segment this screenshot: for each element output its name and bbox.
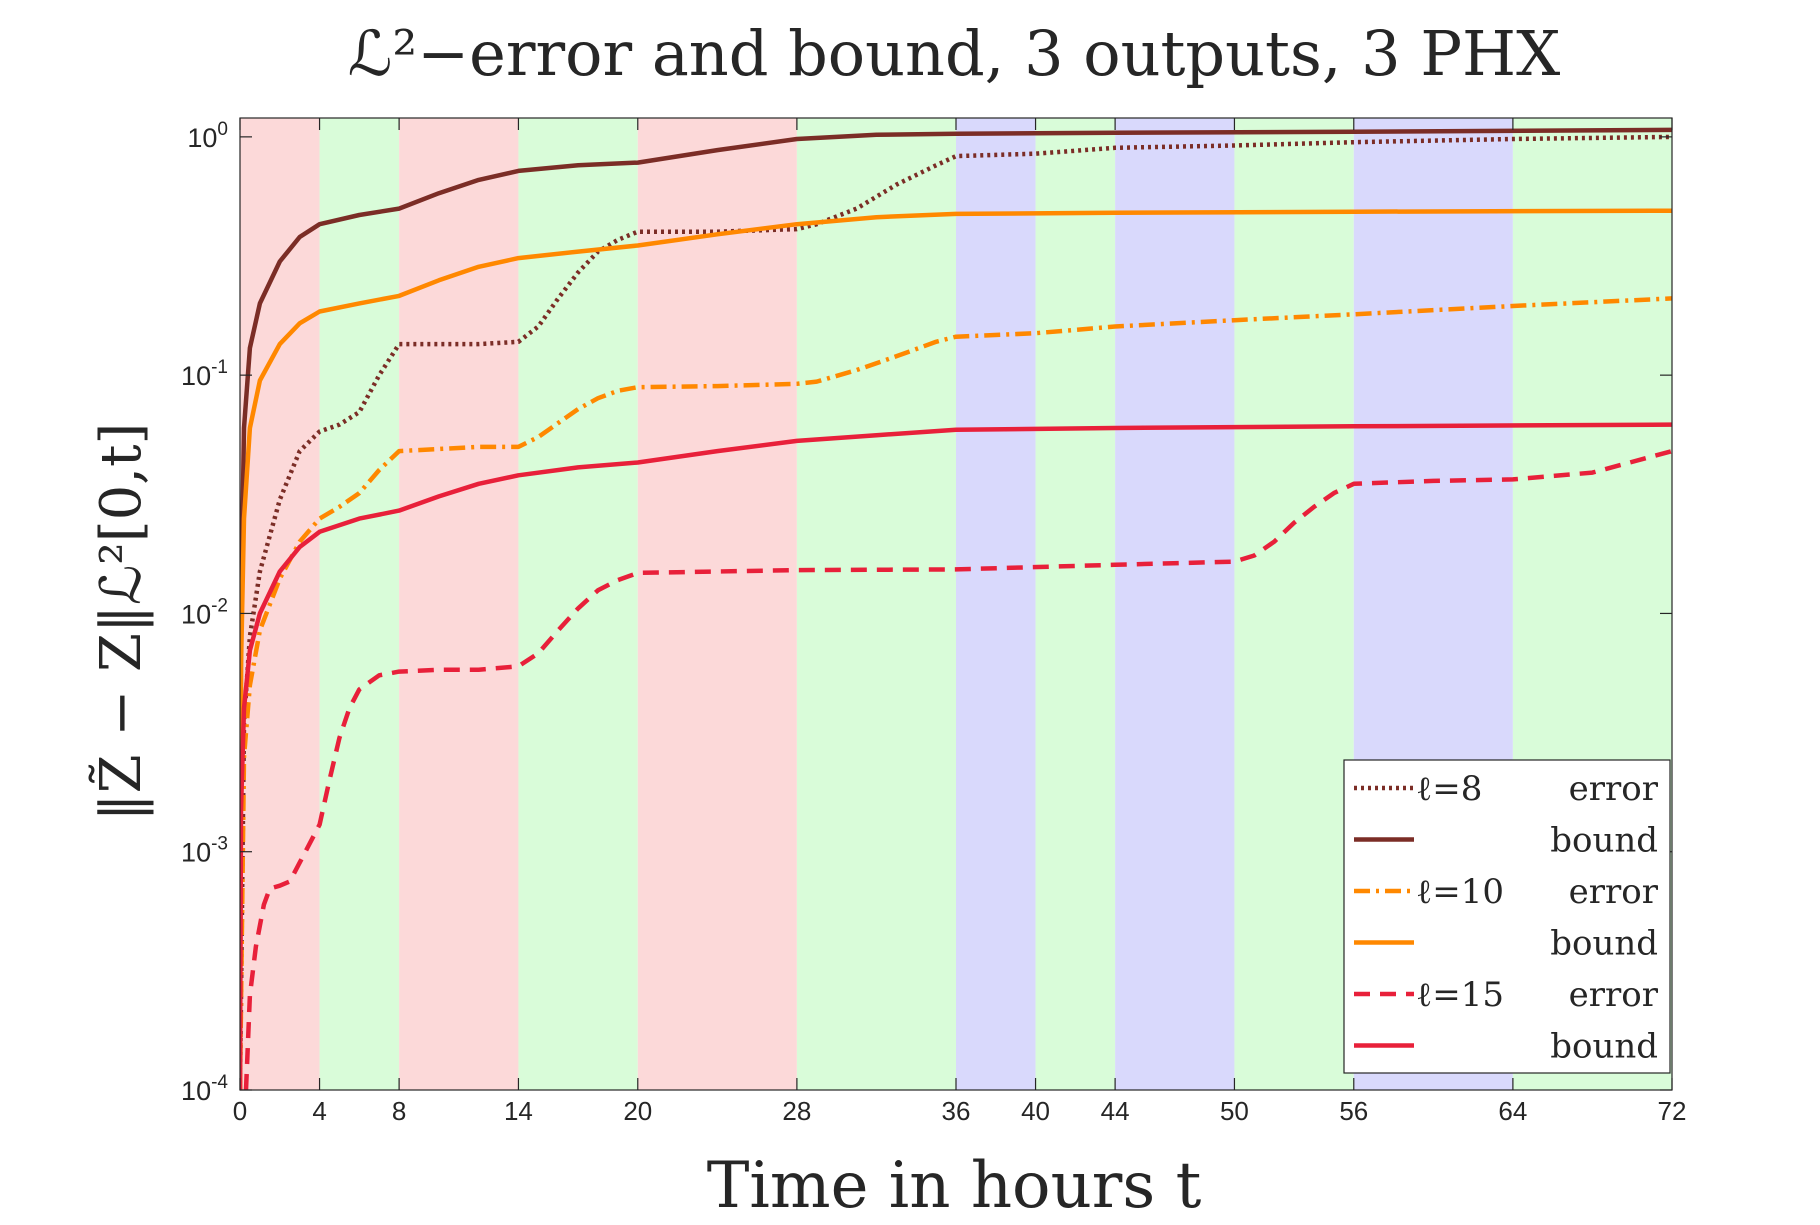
y-tick-label: 10-3 <box>181 834 228 868</box>
background-band <box>319 118 400 1090</box>
series-line <box>240 296 1672 1090</box>
background-band <box>240 118 320 1090</box>
background-band <box>1234 118 1354 1090</box>
background-band <box>637 118 797 1090</box>
background-band <box>518 118 638 1090</box>
background-band <box>399 118 519 1090</box>
background-band <box>1115 118 1235 1090</box>
background-band <box>1035 118 1116 1090</box>
y-axis-ticks: 10-4 10-3 10-2 10-1 100 <box>181 119 1672 1106</box>
x-tick-label: 50 <box>1220 1096 1249 1126</box>
legend-kind-label: bound <box>1550 924 1658 964</box>
x-tick-label: 56 <box>1339 1096 1368 1126</box>
x-axis-label: Time in hours t <box>707 1149 1202 1223</box>
series-line <box>243 448 1672 1090</box>
x-tick-label: 4 <box>312 1096 326 1126</box>
legend-kind-label: bound <box>1550 821 1658 861</box>
series-line <box>240 134 1672 1090</box>
series-line <box>240 208 1672 1090</box>
legend-series-label: ℓ=10 <box>1416 872 1504 912</box>
y-axis-label: ‖Z̃ − Z‖ℒ²[0,t] <box>88 423 154 822</box>
x-axis-ticks: 0 4 8 14 20 28 36 40 44 50 56 64 72 <box>233 118 1687 1126</box>
background-band <box>956 118 1036 1090</box>
legend-kind-label: error <box>1569 975 1659 1015</box>
x-tick-label: 36 <box>942 1096 971 1126</box>
y-tick-label: 100 <box>187 119 228 153</box>
background-band <box>796 118 956 1090</box>
y-tick-label: 10-4 <box>181 1072 228 1106</box>
x-tick-label: 20 <box>623 1096 652 1126</box>
x-tick-label: 64 <box>1498 1096 1527 1126</box>
series-line <box>240 422 1672 1090</box>
x-tick-label: 0 <box>233 1096 247 1126</box>
legend-series-label: ℓ=15 <box>1416 975 1504 1015</box>
legend-kind-label: bound <box>1550 1027 1658 1067</box>
x-tick-label: 28 <box>782 1096 811 1126</box>
x-tick-label: 44 <box>1101 1096 1130 1126</box>
x-tick-label: 8 <box>392 1096 406 1126</box>
x-tick-label: 40 <box>1021 1096 1050 1126</box>
legend-kind-label: error <box>1569 769 1659 809</box>
x-tick-label: 14 <box>504 1096 533 1126</box>
y-tick-label: 10-1 <box>181 357 228 391</box>
series-lines <box>240 127 1672 1090</box>
chart-title: ℒ²−error and bound, 3 outputs, 3 PHX <box>348 17 1561 90</box>
y-tick-label: 10-2 <box>181 595 228 629</box>
legend-box <box>1343 759 1671 1074</box>
legend-series-label: ℓ=8 <box>1416 769 1482 809</box>
series-line <box>240 127 1672 1090</box>
legend-kind-label: error <box>1569 872 1659 912</box>
legend: ℓ=8 error bound ℓ=10 error bound ℓ=15 error boun… <box>1343 759 1671 1074</box>
background-bands <box>240 118 1672 1090</box>
x-tick-label: 72 <box>1658 1096 1687 1126</box>
